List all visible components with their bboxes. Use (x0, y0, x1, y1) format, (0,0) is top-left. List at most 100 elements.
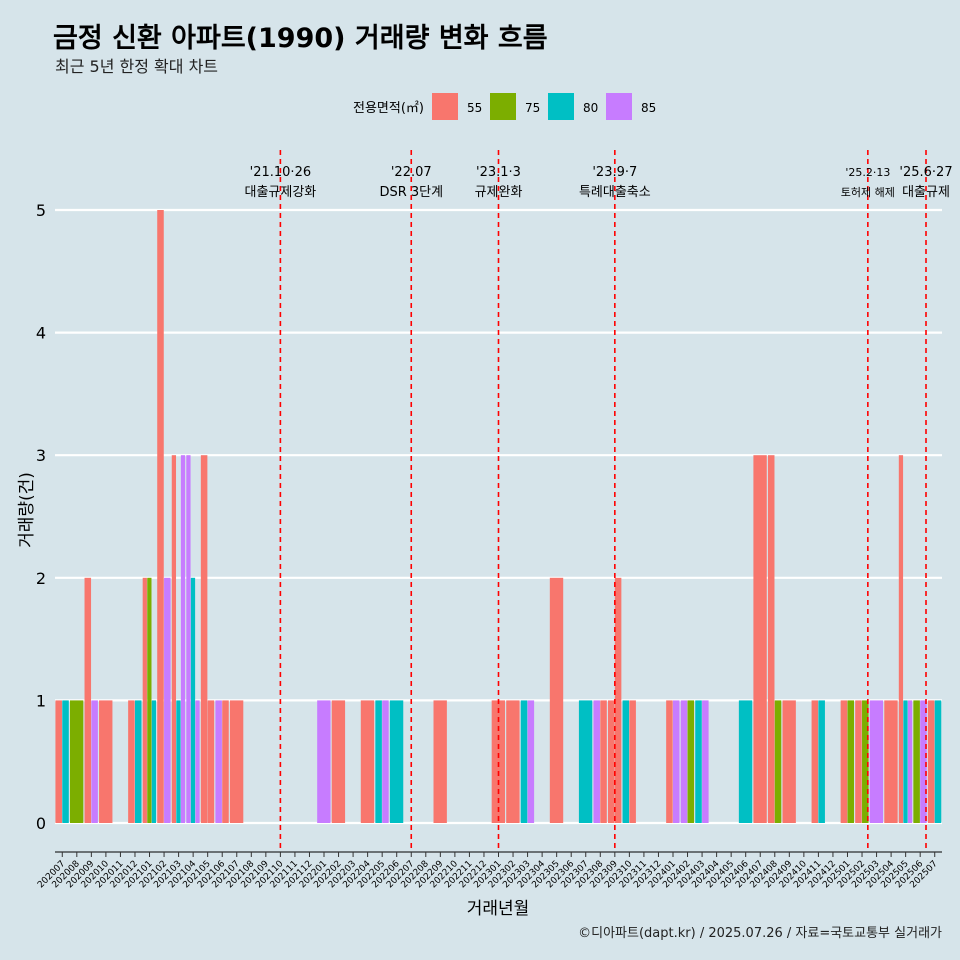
bar-202202-55 (331, 700, 346, 823)
bar-202103-85 (180, 455, 186, 823)
bar-202505-85 (907, 700, 913, 823)
bar-202407-55 (753, 455, 767, 823)
legend-label: 85 (641, 101, 656, 115)
event-date: '22.07 (391, 165, 432, 180)
bar-202101-75 (147, 577, 152, 823)
y-tick-label: 5 (36, 201, 46, 220)
legend-label: 80 (583, 101, 598, 115)
event-label: 특례대출축소 (579, 185, 651, 200)
bar-202502-75 (862, 700, 869, 823)
bar-202408-55 (767, 455, 775, 823)
bar-202205-85 (382, 700, 389, 823)
bar-202105-55 (200, 455, 208, 823)
bar-202502-55 (855, 700, 862, 823)
bar-202402-75 (687, 700, 695, 823)
x-axis-title: 거래년월 (467, 899, 530, 919)
chart-title: 금정 신환 아파트(1990) 거래량 변화 흐름 (53, 23, 548, 54)
bar-202008-75 (69, 700, 84, 823)
bar-202302-55 (506, 700, 520, 823)
bar-202010-55 (99, 700, 113, 823)
bar-202101-55 (142, 577, 147, 823)
bar-202504-55 (884, 700, 898, 823)
bar-202310-80 (622, 700, 630, 823)
bar-202309-55 (607, 700, 615, 823)
bar-202104-85 (186, 455, 191, 823)
bar-202303-85 (527, 700, 535, 823)
bar-202102-55 (157, 210, 164, 823)
bar-202506-85 (920, 700, 927, 823)
bar-202503-85 (869, 700, 884, 823)
bar-202209-55 (433, 700, 447, 823)
y-axis-labels: 0 1 2 3 4 5 (36, 201, 46, 833)
bar-202501-55 (840, 700, 848, 823)
bar-202301-55 (491, 700, 506, 823)
bar-202411-55 (811, 700, 819, 823)
bar-202507-80 (934, 700, 942, 823)
x-axis: 2020072020082020092020102020112020122021… (36, 851, 942, 890)
bar-202303-80 (520, 700, 528, 823)
y-tick-label: 4 (36, 324, 46, 343)
bar-202409-55 (782, 700, 796, 823)
bar-202408-75 (774, 700, 782, 823)
bar-202308-55 (600, 700, 607, 823)
legend: 전용면적(㎡) 55 75 80 85 (353, 93, 656, 120)
bar-202012-80 (134, 700, 142, 823)
bar-202009-85 (91, 700, 98, 823)
legend-swatch-55 (432, 93, 458, 120)
bar-202012-55 (128, 700, 135, 823)
bar-202310-55 (629, 700, 636, 823)
legend-title: 전용면적(㎡) (353, 101, 424, 116)
bar-202505-80 (903, 700, 908, 823)
bar-202204-55 (360, 700, 375, 823)
bar-202009-55 (84, 577, 92, 823)
bar-202406-80 (738, 700, 753, 823)
bar-202101-80 (151, 700, 157, 823)
bar-202507-55 (927, 700, 935, 823)
bar-202104-85 (195, 700, 200, 823)
bar-202308-85 (593, 700, 600, 823)
event-label: DSR 3단계 (379, 185, 443, 200)
bar-202105-55 (207, 700, 215, 823)
event-label: 토허제 해제 (841, 185, 895, 199)
bar-202403-80 (695, 700, 702, 823)
bar-202007-80 (62, 700, 69, 823)
bar-202102-85 (164, 577, 171, 823)
event-date: '25.2·13 (845, 166, 890, 179)
bar-202206-80 (389, 700, 404, 823)
bar-202307-80 (578, 700, 593, 823)
bar-202104-80 (190, 577, 196, 823)
bar-202505-55 (898, 455, 904, 823)
bar-202007-55 (55, 700, 62, 823)
bar-202401-85 (672, 700, 680, 823)
y-tick-label: 0 (36, 814, 46, 833)
bar-202201-85 (317, 700, 331, 823)
bar-202106-55 (222, 700, 229, 823)
bar-202106-85 (215, 700, 222, 823)
y-tick-label: 3 (36, 446, 46, 465)
legend-swatch-75 (490, 93, 516, 120)
bars (55, 210, 942, 823)
event-date: '21.10·26 (250, 165, 311, 180)
bar-202402-85 (680, 700, 688, 823)
bar-202205-80 (375, 700, 382, 823)
bar-202401-55 (666, 700, 673, 823)
event-date: '23.9·7 (592, 165, 637, 180)
legend-swatch-85 (606, 93, 632, 120)
event-label: 대출규제강화 (245, 185, 317, 200)
bar-202103-55 (171, 455, 177, 823)
legend-label: 75 (525, 101, 540, 115)
legend-label: 55 (467, 101, 482, 115)
bar-202506-75 (913, 700, 920, 823)
bar-202305-55 (549, 577, 564, 823)
source-caption: ©디아파트(dapt.kr) / 2025.07.26 / 자료=국토교통부 실… (578, 926, 942, 941)
bar-202103-80 (176, 700, 181, 823)
bar-202411-80 (818, 700, 825, 823)
event-label: 규제완화 (475, 185, 523, 200)
y-tick-label: 1 (36, 691, 46, 710)
event-lines: '21.10·26 대출규제강화 '22.07 DSR 3단계 '23.1·3 규제완화 '… (245, 150, 953, 852)
chart-subtitle: 최근 5년 한정 확대 차트 (55, 57, 219, 76)
y-axis-title: 거래량(건) (17, 472, 37, 548)
bar-202107-55 (229, 700, 244, 823)
event-date: '23.1·3 (476, 165, 521, 180)
